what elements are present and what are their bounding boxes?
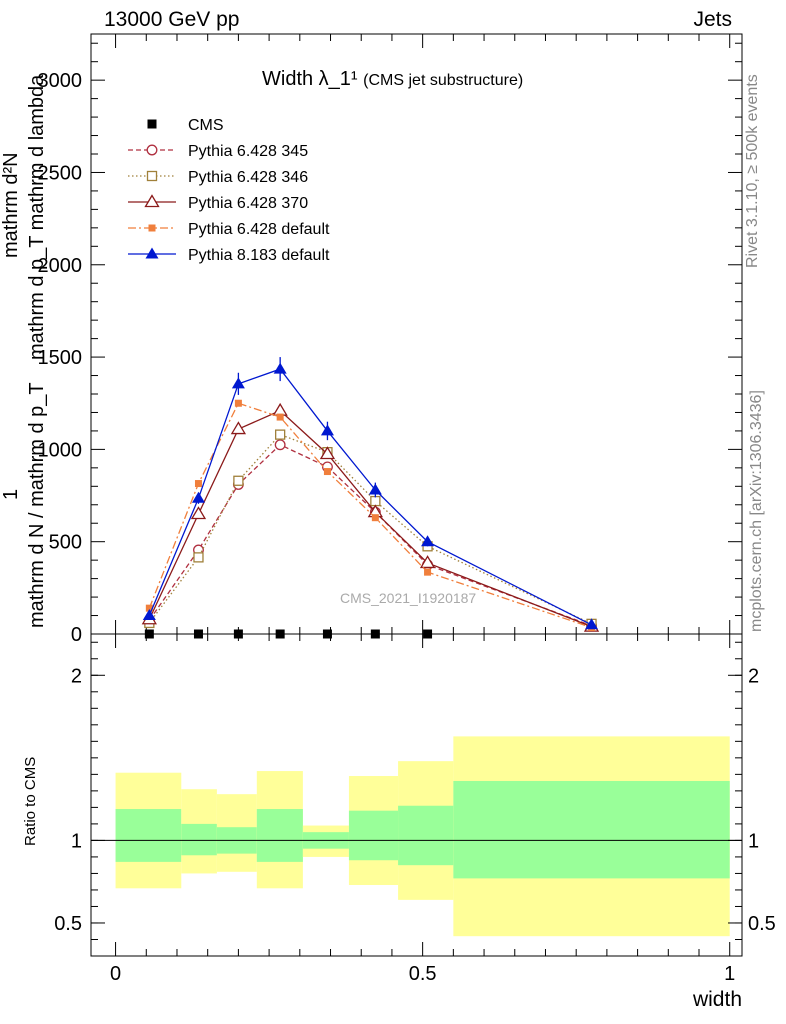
series-point-5 xyxy=(368,483,382,495)
ratio-band-green-6 xyxy=(398,805,454,866)
mcplots-label: mcplots.cern.ch [arXiv:1306.3436] xyxy=(748,390,765,632)
series-point-4 xyxy=(234,399,242,407)
series-point-5 xyxy=(231,377,245,389)
series-point-4 xyxy=(194,480,202,488)
series-point-5 xyxy=(585,618,599,630)
main-ytick-label: 0 xyxy=(71,624,82,646)
series-point-2 xyxy=(275,429,286,440)
series-point-5 xyxy=(273,362,287,374)
ratio-band-green-1 xyxy=(181,823,217,856)
ratio-bands-layer xyxy=(91,736,742,937)
series-line-1 xyxy=(148,443,592,627)
ratio-frame xyxy=(90,633,743,957)
legend-label-5: Pythia 8.183 default xyxy=(188,247,330,264)
legend-label-1: Pythia 6.428 345 xyxy=(188,143,308,160)
series-line-5 xyxy=(148,368,592,626)
main-ytick-label: 1500 xyxy=(38,347,83,369)
main-ytick-label: 2500 xyxy=(38,162,83,184)
ratio-band-green-5 xyxy=(348,810,399,861)
legend-label-4: Pythia 6.428 default xyxy=(188,221,330,238)
series-point-3 xyxy=(419,555,436,569)
subtitle-text: (CMS jet substructure) xyxy=(363,72,524,89)
legend: CMS Pythia 6.428 345 Pythia 6.428 346 Pythi… xyxy=(128,117,330,264)
series-point-2 xyxy=(370,495,381,507)
series-point-5 xyxy=(320,424,334,436)
series-point-4 xyxy=(145,604,153,612)
series-point-3 xyxy=(190,506,207,520)
ratio-y-label: Ratio to CMS xyxy=(22,756,39,846)
series-point-4 xyxy=(323,468,331,476)
series-point-3 xyxy=(230,421,247,435)
ratio-xtick-label: 0 xyxy=(110,963,121,985)
watermark-label: CMS_2021_I1920187 xyxy=(340,590,477,606)
ratio-ytick-label-left: 2 xyxy=(71,665,82,687)
main-axes: 0 500 1000 1500 2000 2500 3000 xyxy=(38,33,743,646)
y-label-denominator: mathrm d p_T mathrm d lambda xyxy=(26,74,48,360)
x-axis-label: width xyxy=(692,988,742,1011)
y-label-prefix-den: mathrm d N / mathrm d p_T xyxy=(26,382,48,628)
main-ytick-label: 3000 xyxy=(38,70,83,92)
legend-marker-4 xyxy=(148,224,156,232)
ratio-ytick-label-left: 0.5 xyxy=(54,913,82,935)
ratio-ytick-label-right: 0.5 xyxy=(748,913,776,935)
legend-marker-5 xyxy=(145,247,159,259)
series-point-3 xyxy=(272,402,288,416)
main-ytick-label: 2000 xyxy=(38,255,83,277)
legend-marker-2 xyxy=(146,170,158,182)
series-point-5 xyxy=(142,609,156,621)
y-label-prefix: 1 xyxy=(0,488,22,500)
ratio-ytick-label-left: 1 xyxy=(71,830,82,852)
legend-label-0: CMS xyxy=(188,117,224,134)
ratio-axes: 0 0.5 1 0.5 0.5 1 1 2 2 xyxy=(54,633,776,985)
title-text: Width λ_1¹ xyxy=(262,68,358,90)
series-point-4 xyxy=(276,413,284,421)
process-label: Jets xyxy=(693,8,732,31)
ratio-ytick-label-right: 1 xyxy=(748,830,759,852)
series-point-4 xyxy=(424,568,432,576)
series-line-4 xyxy=(148,402,592,629)
series-point-4 xyxy=(371,514,379,522)
legend-label-2: Pythia 6.428 346 xyxy=(188,169,308,186)
ratio-ytick-label-right: 2 xyxy=(748,665,759,687)
ratio-xtick-label: 1 xyxy=(724,963,735,985)
series-point-2 xyxy=(233,475,244,486)
ratio-band-green-0 xyxy=(115,809,182,862)
ratio-band-green-7 xyxy=(453,780,730,879)
series-point-1 xyxy=(274,439,286,451)
series-line-3 xyxy=(148,409,592,628)
series-point-3 xyxy=(319,446,336,460)
series-point-5 xyxy=(421,535,435,547)
ratio-band-green-3 xyxy=(256,809,303,862)
chart-title: Width λ_1¹ (CMS jet substructure) xyxy=(262,68,523,91)
rivet-label: Rivet 3.1.10, ≥ 500k events xyxy=(744,74,761,268)
legend-marker-0 xyxy=(147,119,157,129)
legend-marker-1 xyxy=(146,144,158,156)
series-line-2 xyxy=(148,433,592,625)
y-label-numerator: mathrm d²N xyxy=(0,152,22,258)
legend-label-3: Pythia 6.428 370 xyxy=(188,195,308,212)
series-point-2 xyxy=(193,552,204,563)
ratio-xtick-label: 0.5 xyxy=(409,963,437,985)
main-ytick-label: 1000 xyxy=(38,439,83,461)
legend-marker-3 xyxy=(144,194,160,208)
main-ytick-label: 500 xyxy=(49,532,82,554)
series-point-5 xyxy=(191,491,205,503)
energy-label: 13000 GeV pp xyxy=(104,8,240,31)
